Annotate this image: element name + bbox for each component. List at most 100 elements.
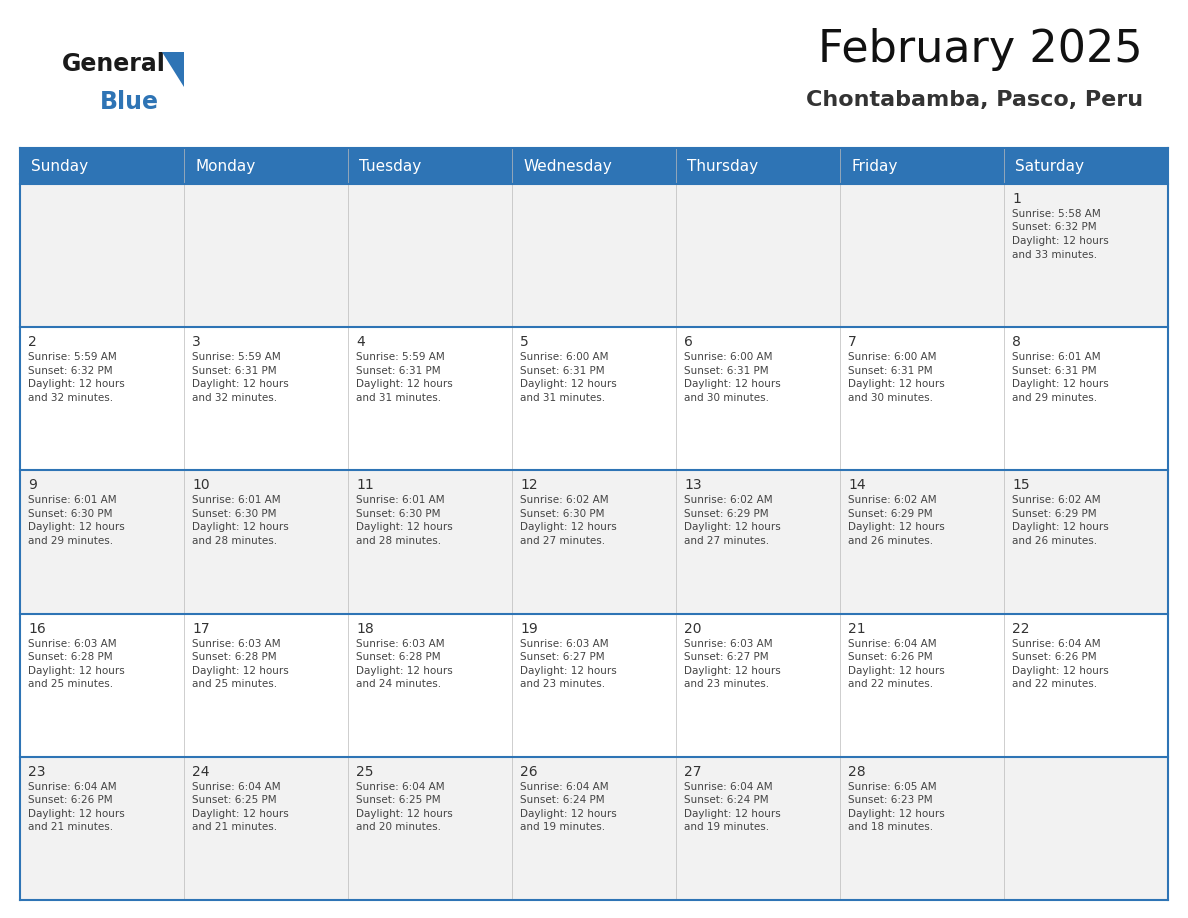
Text: Sunset: 6:31 PM: Sunset: 6:31 PM [1012,365,1097,375]
Bar [348,148,512,184]
Text: 12: 12 [520,478,538,492]
Bar [348,470,512,613]
Text: 9: 9 [29,478,37,492]
Text: 11: 11 [356,478,374,492]
Bar [676,184,840,327]
Text: and 21 minutes.: and 21 minutes. [192,823,277,833]
Text: Sunset: 6:30 PM: Sunset: 6:30 PM [520,509,605,519]
Text: General: General [62,52,166,76]
Text: and 32 minutes.: and 32 minutes. [192,393,277,403]
Polygon shape [162,52,184,87]
Text: Sunset: 6:31 PM: Sunset: 6:31 PM [192,365,277,375]
Text: Sunset: 6:25 PM: Sunset: 6:25 PM [192,795,277,805]
Text: and 22 minutes.: and 22 minutes. [1012,679,1098,689]
Text: Sunrise: 6:03 AM: Sunrise: 6:03 AM [520,639,608,649]
Bar [348,184,512,327]
Text: Saturday: Saturday [1016,160,1085,174]
Text: Daylight: 12 hours: Daylight: 12 hours [29,809,125,819]
Text: 4: 4 [356,335,365,349]
Text: and 33 minutes.: and 33 minutes. [1012,250,1098,260]
Text: Sunset: 6:29 PM: Sunset: 6:29 PM [1012,509,1097,519]
Text: and 26 minutes.: and 26 minutes. [1012,536,1098,546]
Bar [20,470,184,613]
Bar [676,613,840,756]
Bar [20,756,184,900]
Text: 1: 1 [1012,192,1020,206]
Text: Daylight: 12 hours: Daylight: 12 hours [520,379,617,389]
Text: Chontabamba, Pasco, Peru: Chontabamba, Pasco, Peru [805,90,1143,110]
Text: Sunrise: 6:04 AM: Sunrise: 6:04 AM [848,639,936,649]
Text: Sunrise: 6:02 AM: Sunrise: 6:02 AM [684,496,772,506]
Text: Sunset: 6:25 PM: Sunset: 6:25 PM [356,795,441,805]
Text: Sunset: 6:24 PM: Sunset: 6:24 PM [520,795,605,805]
Bar [1004,613,1168,756]
Text: Sunset: 6:29 PM: Sunset: 6:29 PM [684,509,769,519]
Bar [348,756,512,900]
Text: Sunrise: 6:00 AM: Sunrise: 6:00 AM [684,353,772,363]
Text: Sunday: Sunday [31,160,89,174]
Text: 19: 19 [520,621,538,635]
Text: Daylight: 12 hours: Daylight: 12 hours [192,522,289,532]
Bar [348,327,512,470]
Text: Sunrise: 6:01 AM: Sunrise: 6:01 AM [1012,353,1100,363]
Text: Sunrise: 6:02 AM: Sunrise: 6:02 AM [1012,496,1100,506]
Text: Daylight: 12 hours: Daylight: 12 hours [356,379,453,389]
Bar [676,148,840,184]
Text: Sunrise: 5:59 AM: Sunrise: 5:59 AM [29,353,116,363]
Text: and 29 minutes.: and 29 minutes. [1012,393,1098,403]
Text: 13: 13 [684,478,702,492]
Text: Daylight: 12 hours: Daylight: 12 hours [192,666,289,676]
Text: Daylight: 12 hours: Daylight: 12 hours [1012,236,1108,246]
Text: Blue: Blue [100,90,159,114]
Text: Daylight: 12 hours: Daylight: 12 hours [192,809,289,819]
Text: 17: 17 [192,621,209,635]
Bar [512,148,676,184]
Text: and 20 minutes.: and 20 minutes. [356,823,441,833]
Text: 21: 21 [848,621,866,635]
Text: 25: 25 [356,765,373,778]
Text: Daylight: 12 hours: Daylight: 12 hours [1012,379,1108,389]
Text: and 29 minutes.: and 29 minutes. [29,536,113,546]
Text: Daylight: 12 hours: Daylight: 12 hours [1012,666,1108,676]
Bar [512,470,676,613]
Text: Sunrise: 6:01 AM: Sunrise: 6:01 AM [29,496,116,506]
Bar [840,148,1004,184]
Text: Sunrise: 6:04 AM: Sunrise: 6:04 AM [356,782,444,792]
Text: Sunrise: 6:03 AM: Sunrise: 6:03 AM [356,639,444,649]
Text: and 19 minutes.: and 19 minutes. [520,823,605,833]
Text: Sunrise: 6:03 AM: Sunrise: 6:03 AM [29,639,116,649]
Text: Sunrise: 6:03 AM: Sunrise: 6:03 AM [684,639,772,649]
Text: Daylight: 12 hours: Daylight: 12 hours [29,379,125,389]
Text: and 25 minutes.: and 25 minutes. [192,679,277,689]
Text: Sunset: 6:30 PM: Sunset: 6:30 PM [356,509,441,519]
Text: 8: 8 [1012,335,1020,349]
Text: Sunrise: 6:00 AM: Sunrise: 6:00 AM [848,353,936,363]
Text: Monday: Monday [196,160,255,174]
Text: 3: 3 [192,335,201,349]
Text: 20: 20 [684,621,701,635]
Bar [512,756,676,900]
Text: Sunset: 6:32 PM: Sunset: 6:32 PM [29,365,113,375]
Text: and 18 minutes.: and 18 minutes. [848,823,933,833]
Text: Sunset: 6:26 PM: Sunset: 6:26 PM [1012,652,1097,662]
Bar [184,756,348,900]
Text: and 27 minutes.: and 27 minutes. [520,536,605,546]
Text: and 30 minutes.: and 30 minutes. [848,393,933,403]
Bar [20,148,184,184]
Text: and 28 minutes.: and 28 minutes. [356,536,441,546]
Text: and 23 minutes.: and 23 minutes. [684,679,769,689]
Text: Daylight: 12 hours: Daylight: 12 hours [520,809,617,819]
Text: and 22 minutes.: and 22 minutes. [848,679,933,689]
Text: Sunrise: 5:58 AM: Sunrise: 5:58 AM [1012,209,1101,219]
Text: Friday: Friday [852,160,898,174]
Text: Daylight: 12 hours: Daylight: 12 hours [684,379,781,389]
Bar [512,613,676,756]
Bar [184,148,348,184]
Text: 14: 14 [848,478,866,492]
Text: Daylight: 12 hours: Daylight: 12 hours [684,666,781,676]
Text: Daylight: 12 hours: Daylight: 12 hours [192,379,289,389]
Bar [676,756,840,900]
Text: 28: 28 [848,765,866,778]
Bar [184,470,348,613]
Text: 22: 22 [1012,621,1030,635]
